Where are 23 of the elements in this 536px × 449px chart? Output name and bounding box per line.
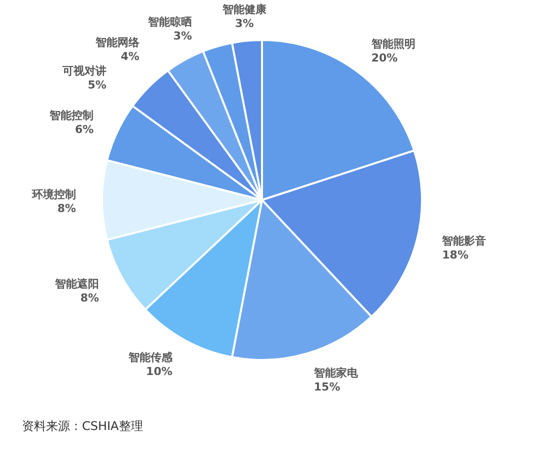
slice-label: 可视对讲 — [61, 64, 106, 78]
text: 资料来源：CSHIA整理 — [22, 419, 143, 433]
data-label: 8% — [80, 292, 100, 305]
data-label: 3% — [173, 29, 192, 42]
slice-label: 智能影音 — [441, 234, 486, 248]
slice-label: 智能遮阳 — [54, 278, 100, 291]
slice-label: 智能传感 — [127, 350, 174, 364]
slice-label: 智能健康 — [221, 2, 268, 16]
data-label: 15% — [314, 380, 340, 394]
slice-label: 智能家电 — [312, 366, 359, 380]
data-label: 20% — [371, 52, 398, 65]
data-label: 6% — [75, 122, 94, 136]
slice-label: 智能照明 — [370, 38, 416, 51]
data-label: 8% — [57, 202, 76, 215]
slice-label: 智能控制 — [48, 108, 94, 122]
data-label: 3% — [235, 16, 254, 30]
slice-label: 智能晾晒 — [147, 15, 192, 28]
data-label: 4% — [120, 50, 140, 64]
data-label: 5% — [88, 78, 106, 92]
slice-label: 智能网络 — [94, 36, 140, 50]
data-label: 18% — [442, 248, 468, 262]
slice-label: 环境控制 — [31, 188, 76, 201]
data-label: 10% — [146, 364, 172, 378]
